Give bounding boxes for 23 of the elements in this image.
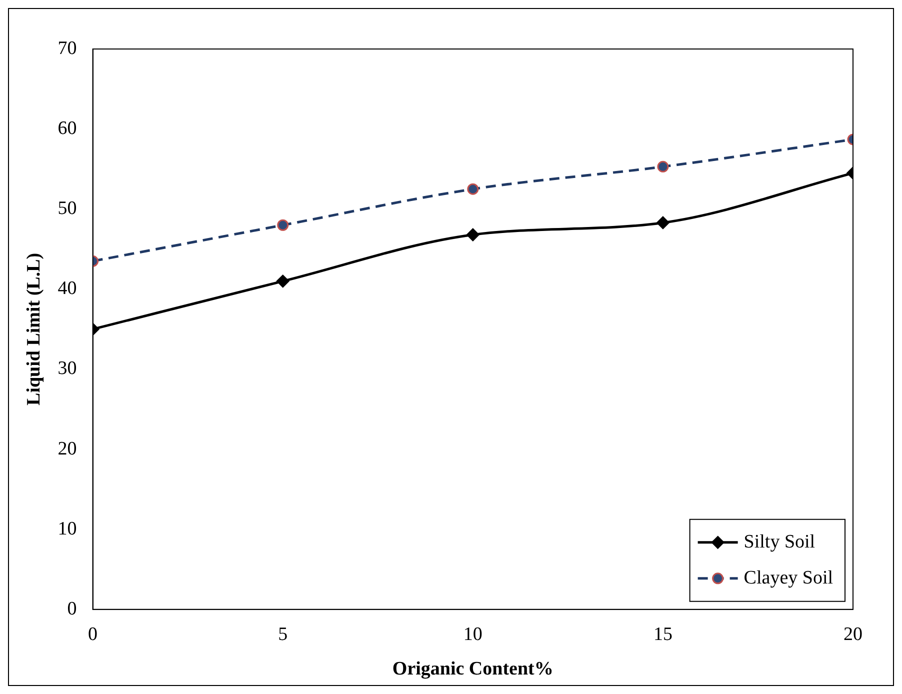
point bbox=[467, 183, 479, 195]
y-tick-label: 60 bbox=[58, 118, 77, 140]
x-tick-label: 0 bbox=[88, 624, 98, 645]
point bbox=[657, 160, 669, 172]
y-axis-title: Liquid Limit (L.L) bbox=[23, 252, 44, 406]
x-tick-label: 5 bbox=[278, 624, 288, 645]
y-tick-label: 20 bbox=[58, 438, 77, 460]
y-tick-label: 40 bbox=[58, 278, 77, 300]
point bbox=[656, 216, 670, 230]
x-tick-label: 20 bbox=[844, 624, 862, 645]
y-tick-label: 50 bbox=[58, 198, 77, 220]
point bbox=[466, 228, 480, 242]
x-tick-label: 15 bbox=[653, 624, 672, 645]
point bbox=[277, 219, 289, 231]
x-tick-label: 10 bbox=[463, 624, 482, 645]
legend-label: Silty Soil bbox=[744, 531, 816, 552]
y-tick-label: 70 bbox=[58, 38, 77, 59]
point bbox=[276, 274, 290, 288]
x-axis-title: Origanic Content% bbox=[392, 658, 554, 680]
y-tick-label: 10 bbox=[58, 518, 77, 540]
y-tick-label: 0 bbox=[67, 598, 77, 620]
y-tick-label: 30 bbox=[58, 358, 77, 380]
legend-label: Clayey Soil bbox=[744, 567, 834, 588]
